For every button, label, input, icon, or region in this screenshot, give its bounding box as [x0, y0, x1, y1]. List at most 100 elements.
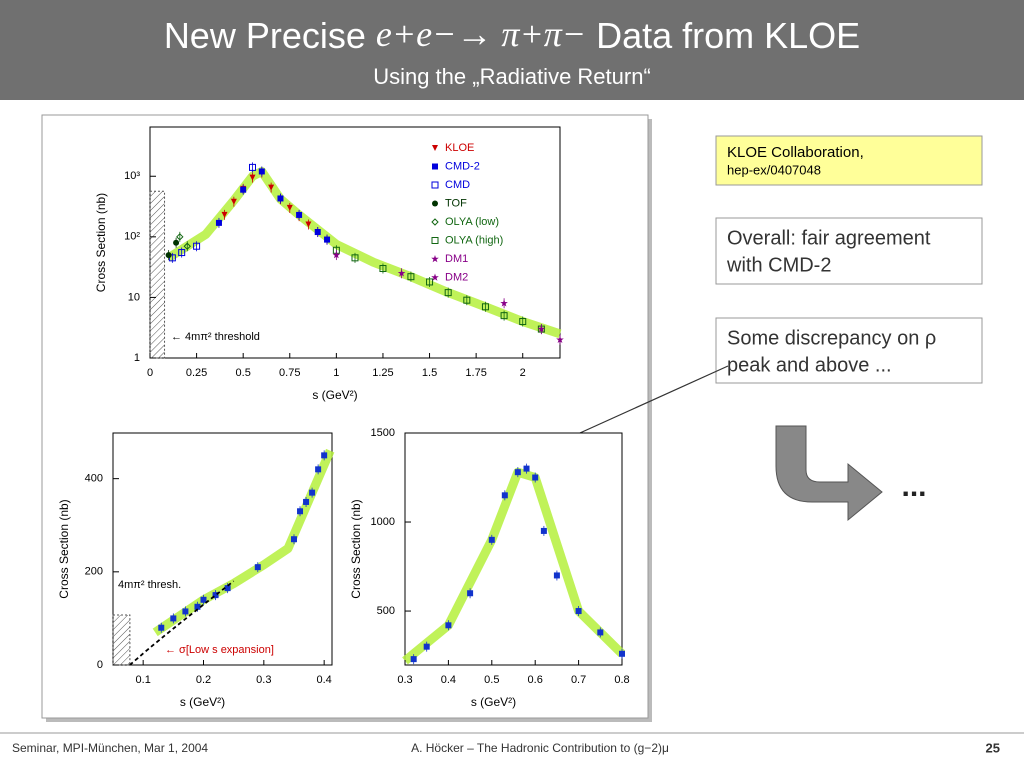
x-axis-label: s (GeV²) — [471, 695, 516, 709]
y-axis-label: Cross Section (nb) — [349, 499, 363, 598]
x-axis-label: s (GeV²) — [312, 388, 357, 402]
threshold-hatch — [149, 190, 166, 359]
marker — [249, 174, 256, 181]
marker — [431, 218, 439, 226]
footer-left: Seminar, MPI-München, Mar 1, 2004 — [12, 741, 208, 755]
marker — [432, 200, 438, 207]
marker — [519, 318, 527, 326]
marker — [215, 219, 222, 226]
marker — [537, 325, 546, 333]
y-tick-label: 500 — [377, 605, 395, 617]
marker — [501, 492, 508, 499]
annotation: ← 4mπ² threshold — [171, 331, 260, 343]
marker — [249, 163, 256, 171]
marker — [426, 278, 434, 286]
marker — [431, 181, 439, 189]
marker — [463, 296, 471, 304]
marker — [286, 204, 293, 211]
header-bar — [0, 0, 1024, 100]
ref-text: KLOE Collaboration, — [727, 144, 864, 161]
marker — [254, 564, 261, 571]
marker — [158, 624, 165, 631]
y-tick-label: 0 — [97, 659, 103, 671]
marker — [532, 474, 539, 481]
note-box — [715, 317, 983, 384]
x-tick-label: 0.8 — [614, 674, 629, 686]
marker — [321, 452, 328, 459]
subtitle: Using the „Radiative Return“ — [373, 64, 651, 89]
legend-label: TOF — [445, 197, 467, 209]
marker — [445, 622, 452, 629]
note-text: Overall: fair agreement — [727, 227, 931, 249]
y-tick-label: 1500 — [371, 427, 395, 439]
marker — [277, 195, 284, 202]
note-box — [715, 217, 983, 285]
marker — [176, 233, 184, 241]
x-tick-label: 0.1 — [136, 674, 151, 686]
marker — [500, 312, 508, 320]
title: New Precise e+e−→ π+π− Data from KLOE — [164, 14, 860, 55]
marker — [314, 229, 321, 236]
ellipsis: ... — [901, 470, 926, 503]
marker — [444, 289, 452, 297]
marker — [305, 221, 312, 228]
marker — [290, 536, 297, 543]
legend-label: OLYA (low) — [445, 216, 499, 228]
marker — [170, 615, 177, 622]
annotation: 4mπ² thresh. — [118, 579, 181, 591]
footer-center: A. Höcker – The Hadronic Contribution to… — [411, 741, 669, 755]
marker — [194, 603, 201, 610]
marker — [351, 254, 359, 262]
plot-frame — [112, 432, 333, 666]
x-tick-label: 0.5 — [484, 674, 499, 686]
marker — [183, 242, 191, 250]
marker — [258, 168, 265, 175]
marker — [193, 242, 201, 250]
marker — [556, 335, 564, 343]
marker — [481, 303, 489, 311]
marker — [523, 465, 530, 472]
marker — [423, 643, 430, 650]
marker — [165, 252, 172, 259]
x-tick-label: 2 — [520, 367, 526, 379]
marker — [500, 299, 508, 307]
marker — [268, 184, 275, 191]
legend-label: DM2 — [445, 271, 468, 283]
marker — [178, 249, 186, 257]
marker — [200, 596, 207, 603]
x-tick-label: 1.75 — [465, 367, 486, 379]
y-axis-label: Cross Section (nb) — [57, 499, 71, 598]
marker — [296, 211, 303, 218]
x-tick-label: 0.3 — [397, 674, 412, 686]
note-text: Some discrepancy on ρ — [727, 327, 936, 349]
marker — [230, 198, 237, 205]
marker — [540, 527, 547, 534]
marker — [514, 469, 521, 476]
plot-frame — [149, 126, 561, 359]
marker — [553, 572, 560, 579]
note-text: peak and above ... — [727, 354, 892, 376]
x-tick-label: 1 — [333, 367, 339, 379]
marker — [224, 585, 231, 592]
marker — [467, 590, 474, 597]
marker — [431, 255, 439, 263]
marker — [431, 237, 439, 244]
marker — [182, 608, 189, 615]
low-s-curve — [129, 580, 235, 666]
x-tick-label: 0.25 — [186, 367, 207, 379]
marker — [597, 629, 604, 636]
marker — [240, 186, 247, 193]
pointer-arrow — [559, 365, 729, 443]
x-tick-label: 1.25 — [372, 367, 393, 379]
marker — [379, 265, 387, 273]
marker — [309, 489, 316, 496]
marker — [410, 656, 417, 663]
marker — [212, 592, 219, 599]
marker — [432, 145, 438, 151]
y-tick-label: 200 — [85, 566, 103, 578]
legend-label: CMD-2 — [445, 160, 480, 172]
page-number: 25 — [986, 740, 1000, 755]
x-tick-label: 0.75 — [279, 367, 300, 379]
y-tick-label: 400 — [85, 473, 103, 485]
